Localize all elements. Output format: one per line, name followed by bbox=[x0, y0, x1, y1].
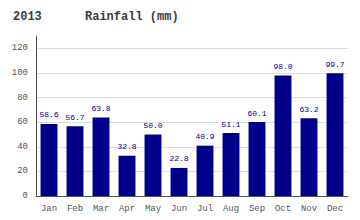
svg-text:120: 120 bbox=[12, 43, 28, 53]
svg-text:40.9: 40.9 bbox=[195, 132, 214, 141]
svg-text:Jun: Jun bbox=[171, 204, 187, 214]
svg-text:20: 20 bbox=[17, 166, 28, 176]
svg-text:56.7: 56.7 bbox=[65, 113, 84, 122]
svg-text:Apr: Apr bbox=[119, 204, 135, 214]
svg-text:Sep: Sep bbox=[249, 204, 265, 214]
svg-text:98.0: 98.0 bbox=[273, 62, 292, 71]
svg-text:40: 40 bbox=[17, 142, 28, 152]
svg-text:51.1: 51.1 bbox=[221, 120, 240, 129]
svg-text:50.0: 50.0 bbox=[143, 121, 162, 130]
svg-text:2013 Rainfall (mm): 2013 Rainfall (mm) bbox=[13, 10, 179, 24]
svg-text:Dec: Dec bbox=[327, 204, 343, 214]
svg-text:Oct: Oct bbox=[275, 204, 291, 214]
svg-text:60: 60 bbox=[17, 117, 28, 127]
svg-text:0: 0 bbox=[23, 191, 28, 201]
svg-text:58.6: 58.6 bbox=[39, 110, 58, 119]
svg-text:32.8: 32.8 bbox=[117, 142, 136, 151]
svg-text:Jan: Jan bbox=[41, 204, 57, 214]
svg-text:63.2: 63.2 bbox=[299, 105, 318, 114]
svg-text:80: 80 bbox=[17, 93, 28, 103]
svg-text:63.8: 63.8 bbox=[91, 104, 110, 113]
svg-text:May: May bbox=[145, 204, 162, 214]
svg-text:Feb: Feb bbox=[67, 204, 83, 214]
svg-text:22.8: 22.8 bbox=[169, 154, 188, 163]
svg-text:Aug: Aug bbox=[223, 204, 239, 214]
svg-text:100: 100 bbox=[12, 68, 28, 78]
svg-text:Nov: Nov bbox=[301, 204, 318, 214]
svg-text:99.7: 99.7 bbox=[325, 60, 344, 69]
svg-text:Mar: Mar bbox=[93, 204, 109, 214]
svg-text:Jul: Jul bbox=[197, 204, 213, 214]
svg-text:60.1: 60.1 bbox=[247, 109, 266, 118]
